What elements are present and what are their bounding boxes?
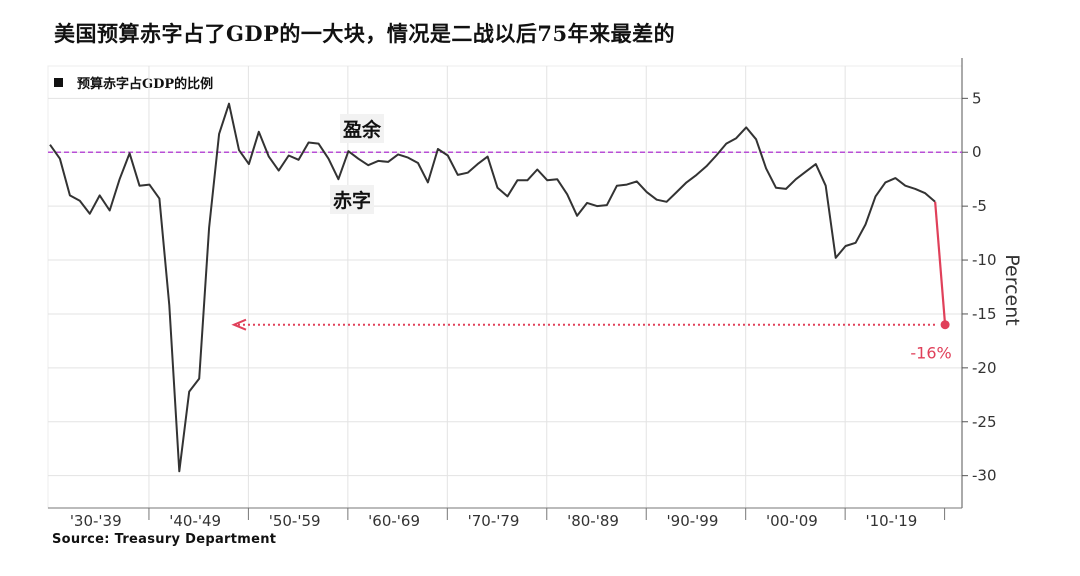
- y-tick-label: -20: [972, 359, 997, 377]
- y-tick-label: -25: [972, 413, 997, 431]
- x-tick-label: '50-'59: [269, 512, 321, 530]
- source-note: Source: Treasury Department: [52, 532, 277, 547]
- highlight-segment: [934, 201, 947, 325]
- x-tick-label: '30-'39: [70, 512, 122, 530]
- plot-frame: [47, 65, 963, 509]
- reference-arrowhead: [231, 318, 247, 331]
- latest-value-label: -16%: [910, 344, 951, 363]
- y-axis-title: Percent: [1001, 254, 1023, 326]
- y-tick-label: -15: [972, 305, 997, 323]
- x-tick-label: '10-'19: [865, 512, 917, 530]
- deficit-series-line: [49, 102, 936, 473]
- x-tick-label: '70-'79: [468, 512, 520, 530]
- axis-layer: 5 0 -5 -10 -15 -20 -25 -30 Percent '30-'39 '40-'49…: [48, 58, 1023, 530]
- y-tick-label: -30: [972, 467, 997, 485]
- x-tick-label: '00-'09: [766, 512, 818, 530]
- series-layer: [48, 102, 962, 473]
- y-tick-label: 0: [972, 143, 982, 161]
- label-layer: -16%: [910, 344, 951, 363]
- legend-label: 预算赤字占GDP的比例: [77, 77, 214, 92]
- x-tick-label: '60-'69: [368, 512, 420, 530]
- highlight-point: [940, 320, 950, 330]
- surplus-label: 盈余: [340, 114, 385, 143]
- x-tick-label: '90-'99: [667, 512, 719, 530]
- chart-title: 美国预算赤字占了GDP的一大块，情况是二战以后75年来最差的: [54, 21, 676, 46]
- legend-swatch: [54, 78, 63, 87]
- grid-layer: [47, 65, 963, 509]
- y-tick-label: -10: [972, 251, 997, 269]
- y-tick-label: -5: [972, 197, 987, 215]
- deficit-label: 赤字: [330, 185, 375, 214]
- x-tick-label: '40-'49: [169, 512, 221, 530]
- legend: 预算赤字占GDP的比例: [54, 73, 213, 92]
- x-tick-label: '80-'89: [567, 512, 619, 530]
- y-tick-label: 5: [972, 89, 982, 107]
